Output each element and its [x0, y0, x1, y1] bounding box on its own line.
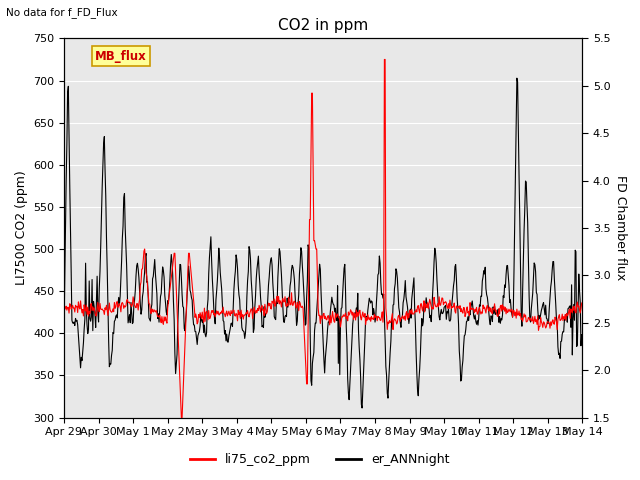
- Text: No data for f_FD_Flux: No data for f_FD_Flux: [6, 7, 118, 18]
- Text: MB_flux: MB_flux: [95, 50, 147, 63]
- Y-axis label: FD Chamber flux: FD Chamber flux: [614, 175, 627, 281]
- Title: CO2 in ppm: CO2 in ppm: [278, 18, 369, 33]
- Y-axis label: LI7500 CO2 (ppm): LI7500 CO2 (ppm): [15, 170, 28, 286]
- Legend: li75_co2_ppm, er_ANNnight: li75_co2_ppm, er_ANNnight: [186, 448, 454, 471]
